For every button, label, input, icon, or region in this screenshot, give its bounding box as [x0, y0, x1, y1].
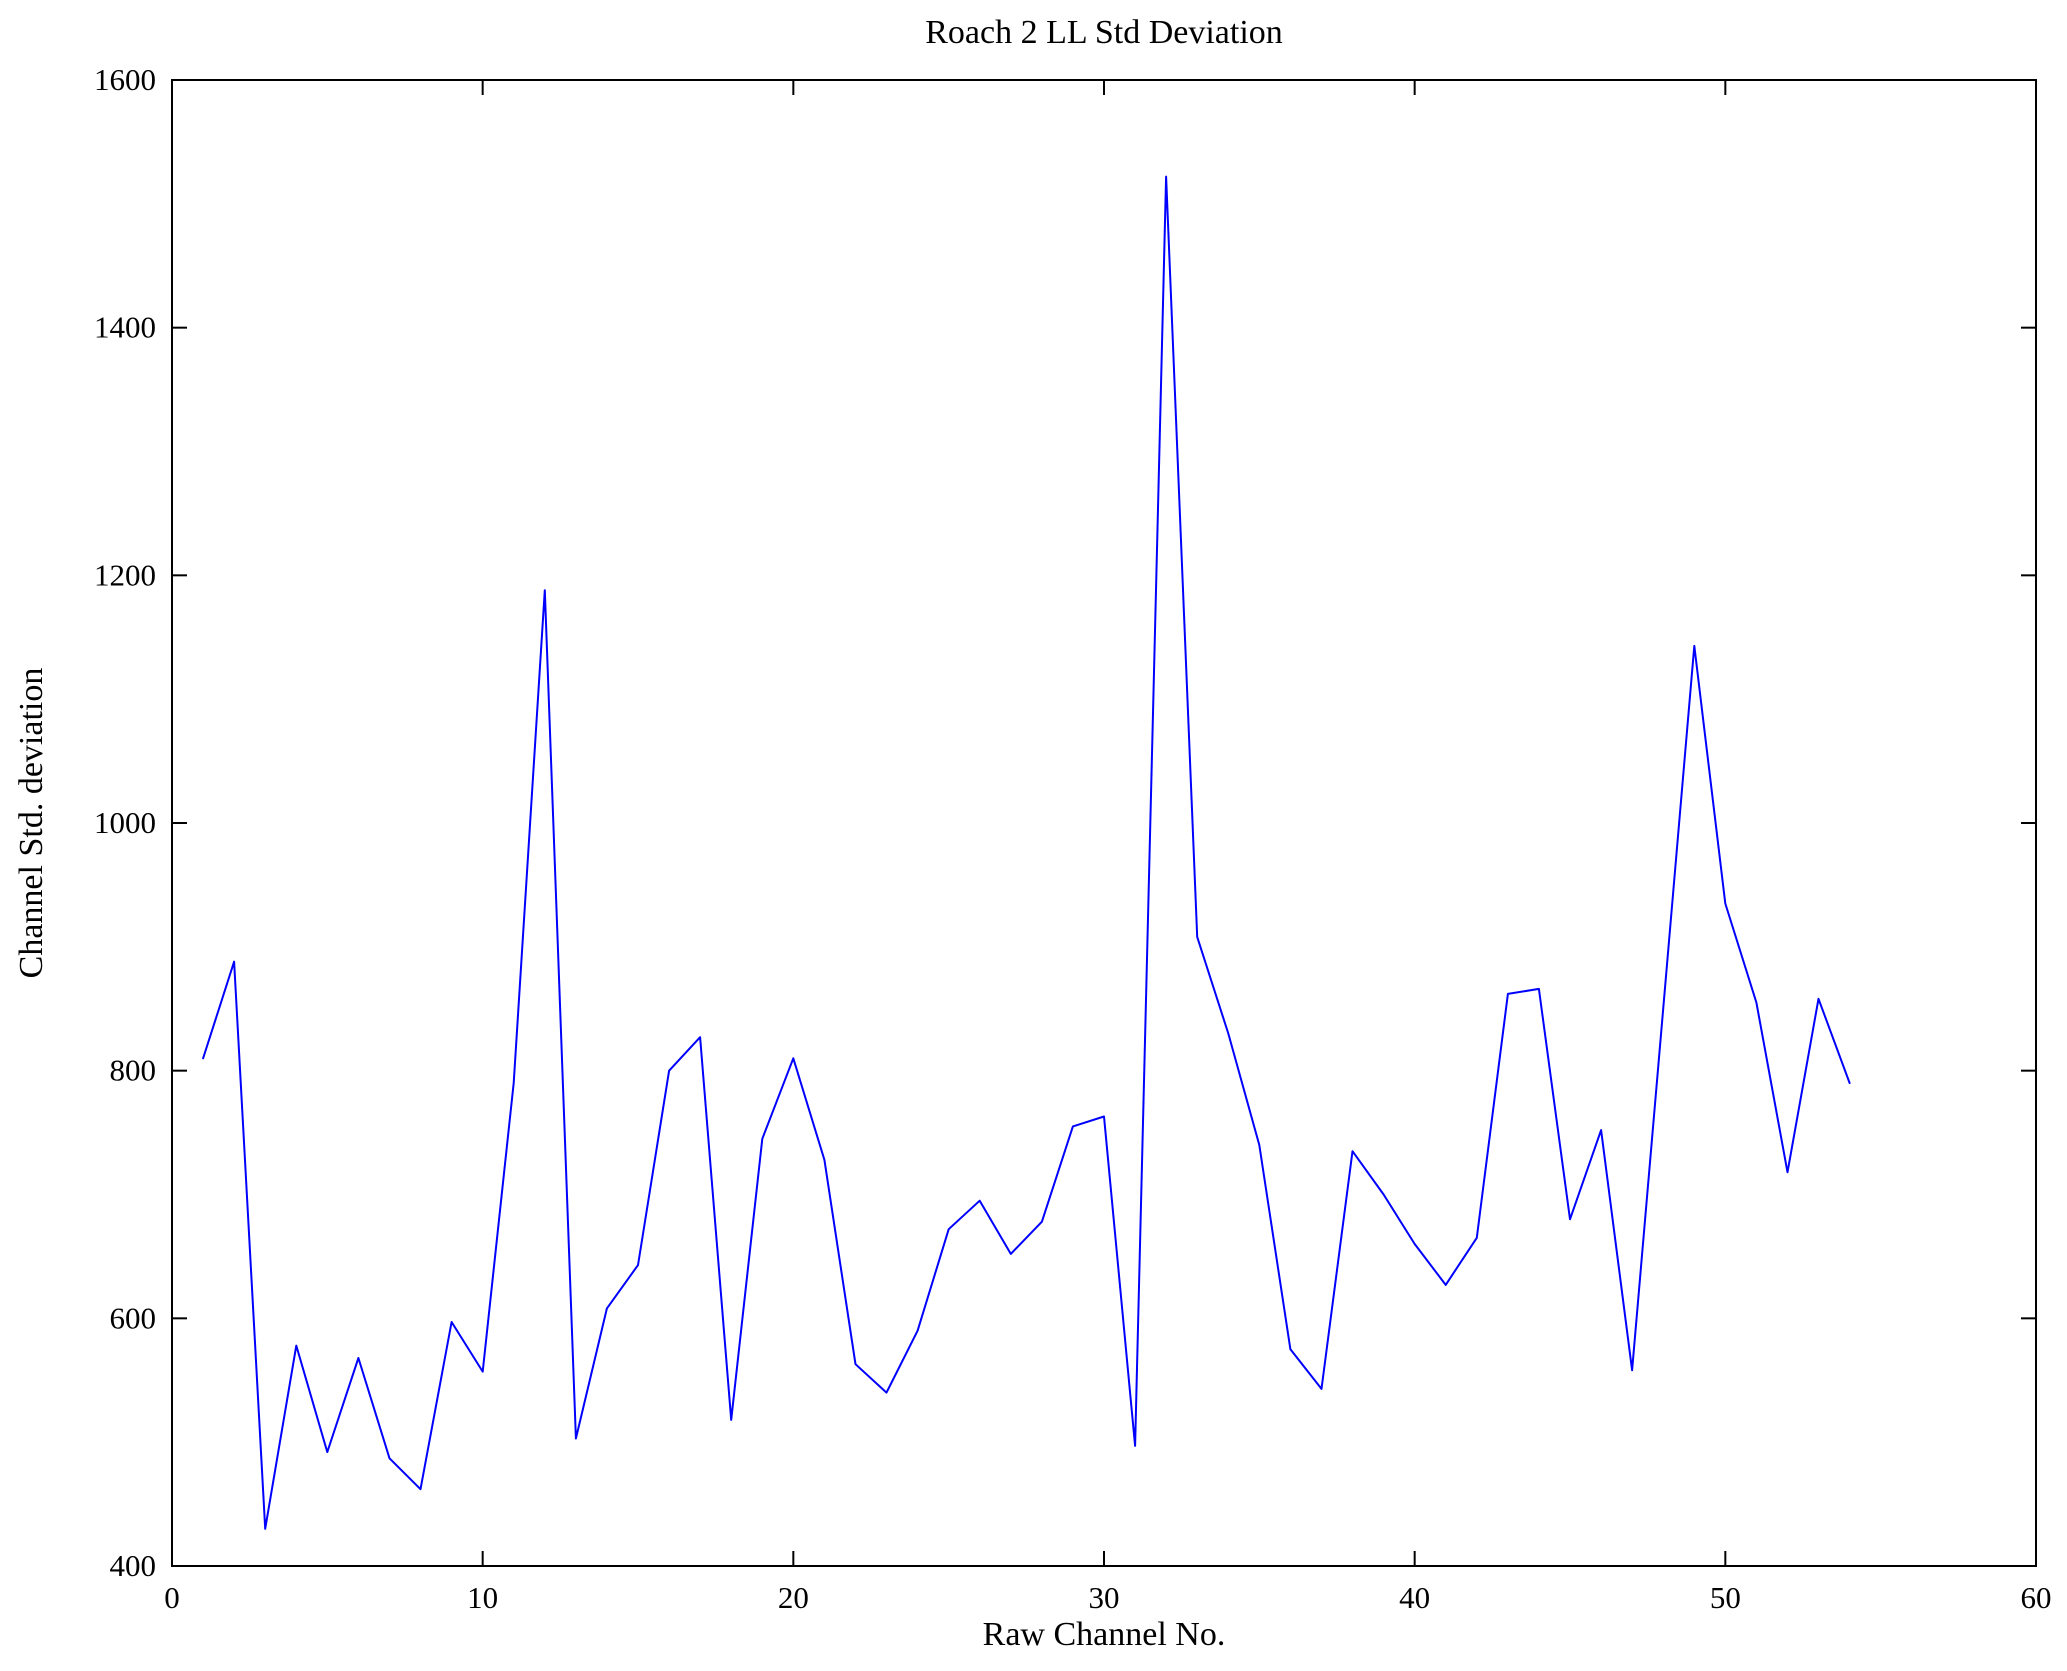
y-tick-label: 1600	[94, 62, 156, 97]
chart-title: Roach 2 LL Std Deviation	[925, 14, 1283, 51]
y-tick-label: 1200	[94, 557, 156, 592]
y-tick-label: 1400	[94, 310, 156, 345]
x-axis-label: Raw Channel No.	[982, 1616, 1226, 1653]
y-tick-label: 600	[110, 1300, 157, 1335]
y-tick-label: 400	[110, 1548, 157, 1583]
x-tick-label: 50	[1710, 1580, 1741, 1615]
y-axis-label: Channel Std. deviation	[13, 667, 50, 979]
x-tick-label: 10	[467, 1580, 498, 1615]
x-tick-label: 30	[1089, 1580, 1120, 1615]
x-tick-label: 0	[164, 1580, 180, 1615]
axes-box	[171, 79, 2037, 1567]
data-series-line	[202, 175, 1851, 1530]
y-tick-label: 1000	[94, 805, 156, 840]
x-tick-label: 60	[2021, 1580, 2052, 1615]
y-tick-label: 800	[110, 1053, 157, 1088]
x-tick-label: 40	[1399, 1580, 1430, 1615]
x-tick-label: 20	[778, 1580, 809, 1615]
